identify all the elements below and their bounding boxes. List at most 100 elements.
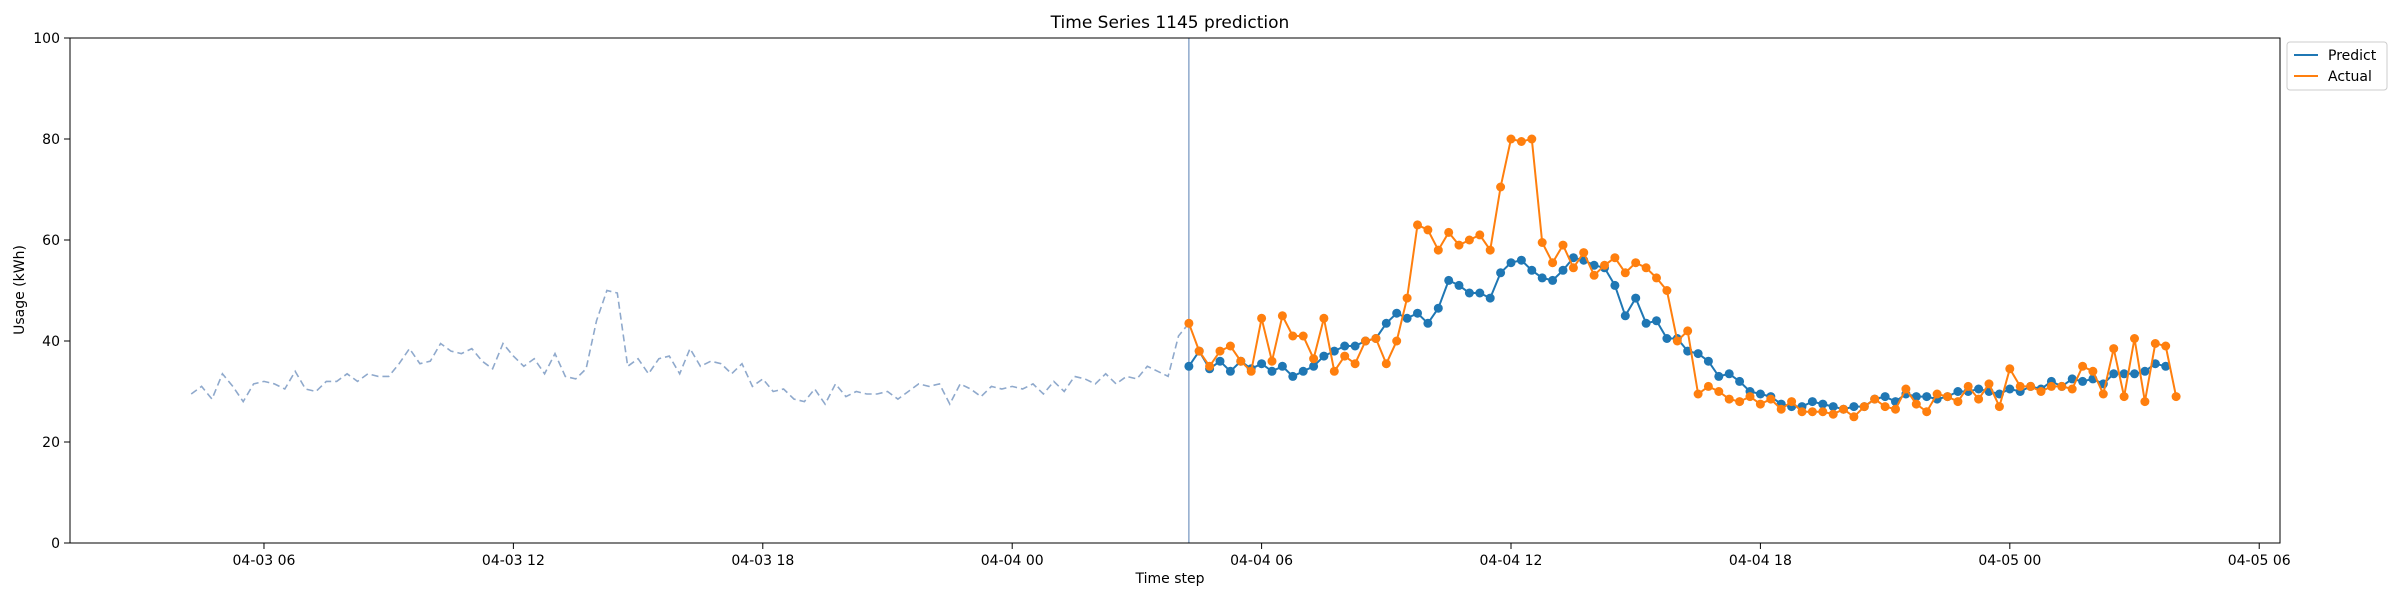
data-point-actual: [1828, 409, 1838, 419]
data-point-actual: [1870, 394, 1880, 404]
legend-predict-label: Predict: [2328, 48, 2377, 64]
data-point-predict: [2119, 369, 2129, 379]
data-point-actual: [1891, 404, 1900, 414]
data-point-predict: [1454, 280, 1464, 290]
data-point-predict: [1953, 387, 1963, 396]
x-tick-label: 04-03 06: [233, 553, 296, 569]
data-point-actual: [1516, 137, 1526, 146]
data-point-actual: [1787, 397, 1797, 407]
chart-title: Time Series 1145 prediction: [1050, 13, 1290, 33]
data-point-predict: [1703, 356, 1713, 366]
data-point-predict: [1288, 371, 1298, 381]
data-point-predict: [1485, 293, 1495, 303]
data-point-predict: [1516, 255, 1526, 265]
data-point-predict: [1911, 392, 1921, 402]
data-point-actual: [1329, 366, 1339, 376]
data-point-actual: [1464, 235, 1474, 245]
data-point-predict: [1329, 346, 1339, 356]
data-point-predict: [1350, 341, 1360, 351]
data-point-actual: [1288, 331, 1298, 341]
data-point-actual: [1402, 293, 1412, 303]
data-point-predict: [1433, 303, 1443, 313]
data-point-actual: [1620, 268, 1630, 278]
data-point-actual: [1298, 331, 1308, 341]
data-point-predict: [1662, 334, 1672, 343]
x-tick-label: 04-04 00: [981, 553, 1044, 569]
data-point-actual: [2057, 381, 2067, 391]
data-point-actual: [2098, 389, 2108, 399]
data-point-actual: [1672, 336, 1682, 346]
data-point-predict: [2130, 369, 2139, 379]
legend-actual-label: Actual: [2328, 69, 2372, 85]
data-point-actual: [1246, 366, 1256, 376]
x-axis: 04-03 06 04-03 12 04-03 18 04-04 00 04-04 06…: [233, 543, 2291, 569]
data-point-actual: [1340, 351, 1350, 361]
data-point-actual: [2161, 341, 2171, 351]
data-point-actual: [1433, 245, 1443, 255]
data-point-predict: [2005, 384, 2015, 394]
data-point-actual: [1859, 402, 1869, 412]
data-point-predict: [1298, 366, 1308, 376]
data-point-actual: [1215, 346, 1225, 356]
data-point-actual: [1703, 381, 1713, 391]
data-point-actual: [1537, 238, 1547, 247]
data-point-predict: [1527, 265, 1537, 275]
data-point-actual: [2078, 361, 2088, 371]
data-point-predict: [1225, 366, 1235, 376]
x-axis-label: Time step: [1135, 571, 1205, 587]
data-point-actual: [1652, 273, 1661, 283]
data-point-actual: [1194, 346, 1204, 356]
data-point-actual: [1350, 359, 1360, 369]
data-point-predict: [1631, 293, 1641, 303]
data-point-predict: [1568, 253, 1578, 263]
data-point-predict: [1381, 318, 1391, 328]
data-point-predict: [1880, 392, 1890, 402]
data-point-predict: [2140, 366, 2150, 376]
data-point-actual: [1475, 230, 1485, 240]
data-point-actual: [2015, 381, 2025, 391]
data-point-actual: [1683, 326, 1693, 336]
data-point-actual: [1454, 240, 1464, 250]
data-point-predict: [1828, 402, 1838, 412]
data-point-actual: [1184, 318, 1194, 328]
data-point-predict: [1714, 371, 1724, 381]
data-point-actual: [1818, 407, 1828, 417]
data-point-actual: [1589, 270, 1599, 280]
data-point-predict: [1402, 313, 1412, 323]
data-point-predict: [1215, 356, 1225, 366]
data-point-predict: [1309, 361, 1319, 371]
data-point-actual: [2046, 381, 2056, 391]
data-point-predict: [1922, 392, 1932, 402]
y-axis-label: Usage (kWh): [12, 245, 28, 335]
y-tick-label: 20: [42, 435, 60, 451]
data-point-actual: [1558, 240, 1568, 250]
data-point-predict: [2161, 361, 2171, 371]
x-tick-label: 04-05 00: [1978, 553, 2041, 569]
data-point-actual: [2109, 344, 2119, 354]
data-point-predict: [1652, 316, 1661, 326]
y-tick-label: 60: [42, 233, 60, 249]
x-tick-label: 04-03 12: [482, 553, 545, 569]
y-tick-label: 80: [42, 132, 60, 148]
data-point-actual: [1693, 389, 1703, 399]
data-point-predict: [1496, 268, 1506, 278]
data-point-actual: [1236, 356, 1246, 366]
y-tick-label: 40: [42, 334, 60, 350]
data-point-actual: [1776, 404, 1786, 414]
data-point-actual: [1444, 227, 1454, 237]
data-point-actual: [1943, 392, 1952, 402]
data-point-predict: [1558, 265, 1568, 275]
data-point-actual: [1423, 225, 1433, 235]
data-point-actual: [2171, 392, 2181, 402]
data-point-actual: [1807, 407, 1817, 417]
data-point-predict: [1735, 376, 1745, 386]
data-point-predict: [2067, 374, 2077, 384]
data-point-actual: [2026, 381, 2036, 391]
data-point-predict: [1537, 273, 1547, 283]
data-point-predict: [1184, 361, 1194, 371]
data-point-predict: [1589, 260, 1599, 270]
data-point-predict: [1693, 349, 1703, 359]
data-point-actual: [1361, 336, 1370, 346]
data-point-actual: [1641, 263, 1651, 273]
plot-frame: [69, 37, 2281, 544]
